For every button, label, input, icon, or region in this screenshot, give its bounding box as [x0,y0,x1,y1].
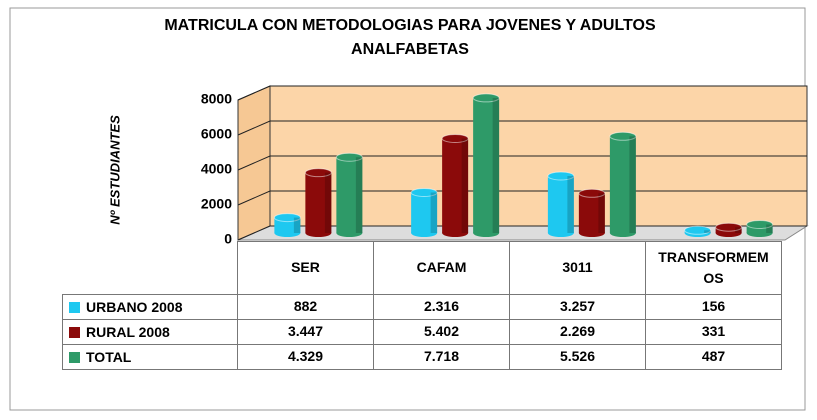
bar-top [273,213,301,223]
bar-shade [598,193,605,233]
bar-body [336,157,363,233]
legend-swatch [69,301,80,313]
table-header-row: SER CAFAM 3011 TRANSFORMEMOS [63,241,782,295]
bar-top [578,188,606,198]
bar-body [609,136,636,233]
bar-bottom [336,229,363,237]
bar-bottom [473,229,500,237]
bar-top [472,93,500,103]
bar [609,131,637,237]
bar-bottom [547,229,574,237]
bar [684,225,712,237]
bar-body [305,172,332,233]
bar-body [473,97,500,233]
bar-shade [293,217,301,233]
bar-top [441,133,469,143]
data-label: 3.447 [237,318,374,345]
bar-body [442,138,469,233]
bar-shade [704,230,711,233]
data-label: 3.257 [509,293,646,320]
bar-top [304,168,332,178]
bar-top [335,152,363,162]
bar-top [609,131,637,141]
bar [472,93,500,237]
chart-title: MATRICULA CON METODOLOGIAS PARA JOVENES … [164,17,656,58]
table-corner [63,242,238,295]
data-label: 2.269 [509,318,646,345]
data-label: 5.402 [373,318,510,345]
grid-line [237,85,807,101]
data-table: SER CAFAM 3011 TRANSFORMEMOS URBANO 2008 882 2… [62,241,782,370]
bar-bottom [578,229,605,237]
y-tick-label: 2000 [201,196,232,212]
table-row: TOTAL 4.329 7.718 5.526 487 [62,343,782,370]
legend-entry: RURAL 2008 [62,318,238,345]
bar-body [547,176,574,233]
legend-swatch [69,326,80,338]
x-tick-label: 3011 [509,241,646,295]
bar-shade [766,224,773,233]
data-label: 487 [645,343,782,370]
y-axis-label: Nº ESTUDIANTES [107,115,123,225]
bar-top [715,222,743,232]
legend-label: URBANO 2008 [86,298,183,315]
bar-shade [430,192,438,233]
bar [547,171,575,237]
bar-shade [461,138,469,233]
bar [746,219,774,237]
bar-bottom [746,229,773,237]
bar-body [578,193,605,233]
data-label: 5.526 [509,343,646,370]
bar-bottom [274,229,301,237]
y-tick-label: 8000 [201,91,232,107]
data-label: 7.718 [373,343,510,370]
bar-bottom [305,229,332,237]
table-row: RURAL 2008 3.447 5.402 2.269 331 [62,318,782,345]
bar-shade [567,176,574,233]
bar-top [410,187,438,197]
bar-body [411,192,438,233]
legend-label: RURAL 2008 [86,323,170,340]
data-label: 2.316 [373,293,510,320]
x-tick-label: TRANSFORMEMOS [645,241,782,295]
table-row: URBANO 2008 882 2.316 3.257 156 [62,293,782,320]
bar [715,222,743,237]
x-tick-label: CAFAM [373,241,510,295]
data-label: 882 [237,293,374,320]
bar-shade [492,97,500,233]
y-tick-label: 0 [224,231,232,247]
bar-shade [629,136,636,233]
bar-shade [735,227,742,233]
bar-top [684,225,712,235]
legend-swatch [69,351,80,363]
legend-entry: TOTAL [62,343,238,370]
bar [578,188,606,237]
bar [304,168,332,237]
bar-shade [324,172,332,233]
x-tick-label: SER [237,241,374,295]
bar [273,213,301,237]
data-label: 331 [645,318,782,345]
grid-line [237,120,807,136]
y-tick-label: 4000 [201,161,232,177]
y-tick-label: 6000 [201,126,232,142]
bar [410,187,438,237]
bar-shade [355,157,363,233]
data-label: 4.329 [237,343,374,370]
bar [335,152,363,237]
data-label: 156 [645,293,782,320]
legend-label: TOTAL [86,348,132,365]
bar-top [746,219,774,229]
bar-bottom [609,229,636,237]
legend-entry: URBANO 2008 [62,293,238,320]
bar [441,133,469,237]
bar-top [547,171,575,181]
bar-bottom [411,229,438,237]
bar-bottom [442,229,469,237]
